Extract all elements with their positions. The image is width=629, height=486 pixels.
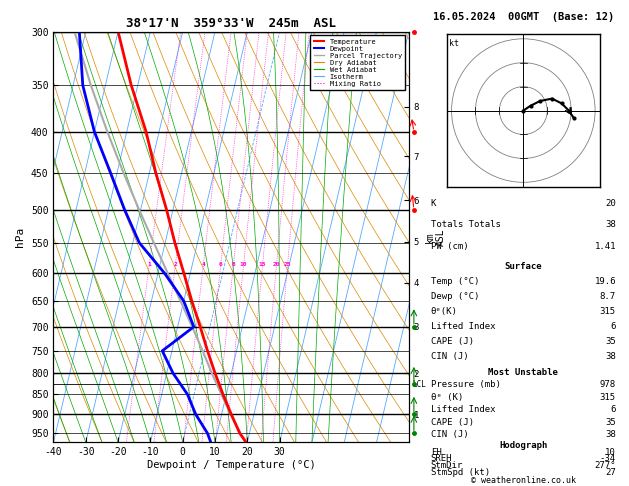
Text: 35: 35 xyxy=(605,418,616,427)
Text: CIN (J): CIN (J) xyxy=(431,351,469,361)
Text: Surface: Surface xyxy=(504,262,542,271)
Text: EH: EH xyxy=(431,448,442,457)
Text: 10: 10 xyxy=(605,448,616,457)
Text: LCL: LCL xyxy=(413,380,426,389)
Text: θᵉ(K): θᵉ(K) xyxy=(431,307,458,316)
Text: 6: 6 xyxy=(218,262,222,267)
Y-axis label: km
ASL: km ASL xyxy=(425,228,446,246)
Text: Most Unstable: Most Unstable xyxy=(488,367,559,377)
Title: 38°17'N  359°33'W  245m  ASL: 38°17'N 359°33'W 245m ASL xyxy=(126,17,336,31)
Text: 1: 1 xyxy=(147,262,151,267)
Text: StmDir: StmDir xyxy=(431,461,463,470)
Text: CIN (J): CIN (J) xyxy=(431,430,469,439)
Text: CAPE (J): CAPE (J) xyxy=(431,418,474,427)
Text: 2: 2 xyxy=(173,262,177,267)
Text: Hodograph: Hodograph xyxy=(499,441,547,450)
Text: 38: 38 xyxy=(605,351,616,361)
Text: CAPE (J): CAPE (J) xyxy=(431,337,474,346)
Text: Lifted Index: Lifted Index xyxy=(431,322,495,331)
Text: 15: 15 xyxy=(259,262,266,267)
Legend: Temperature, Dewpoint, Parcel Trajectory, Dry Adiabat, Wet Adiabat, Isotherm, Mi: Temperature, Dewpoint, Parcel Trajectory… xyxy=(310,35,405,90)
Text: StmSpd (kt): StmSpd (kt) xyxy=(431,468,490,477)
Text: 38: 38 xyxy=(605,430,616,439)
X-axis label: Dewpoint / Temperature (°C): Dewpoint / Temperature (°C) xyxy=(147,460,316,470)
Text: 1.41: 1.41 xyxy=(594,242,616,251)
Text: 315: 315 xyxy=(600,307,616,316)
Text: K: K xyxy=(431,199,436,208)
Text: 277°: 277° xyxy=(594,461,616,470)
Text: 978: 978 xyxy=(600,380,616,389)
Text: 35: 35 xyxy=(605,337,616,346)
Text: 20: 20 xyxy=(605,199,616,208)
Text: Temp (°C): Temp (°C) xyxy=(431,277,479,286)
Text: 38: 38 xyxy=(605,221,616,229)
Text: 25: 25 xyxy=(284,262,291,267)
Y-axis label: hPa: hPa xyxy=(16,227,25,247)
Text: 6: 6 xyxy=(611,405,616,414)
Text: 315: 315 xyxy=(600,393,616,401)
Text: Lifted Index: Lifted Index xyxy=(431,405,495,414)
Text: 8.7: 8.7 xyxy=(600,292,616,301)
Text: -34: -34 xyxy=(600,454,616,464)
Text: SREH: SREH xyxy=(431,454,452,464)
Text: 4: 4 xyxy=(201,262,205,267)
Text: θᵉ (K): θᵉ (K) xyxy=(431,393,463,401)
Text: 20: 20 xyxy=(272,262,280,267)
Text: Totals Totals: Totals Totals xyxy=(431,221,501,229)
Text: © weatheronline.co.uk: © weatheronline.co.uk xyxy=(471,476,576,485)
Text: PW (cm): PW (cm) xyxy=(431,242,469,251)
Text: 8: 8 xyxy=(231,262,235,267)
Text: 6: 6 xyxy=(611,322,616,331)
Text: 16.05.2024  00GMT  (Base: 12): 16.05.2024 00GMT (Base: 12) xyxy=(433,13,614,22)
Text: 19.6: 19.6 xyxy=(594,277,616,286)
Text: Pressure (mb): Pressure (mb) xyxy=(431,380,501,389)
Text: kt: kt xyxy=(449,39,459,48)
Text: 10: 10 xyxy=(240,262,247,267)
Text: Dewp (°C): Dewp (°C) xyxy=(431,292,479,301)
Text: 27: 27 xyxy=(605,468,616,477)
